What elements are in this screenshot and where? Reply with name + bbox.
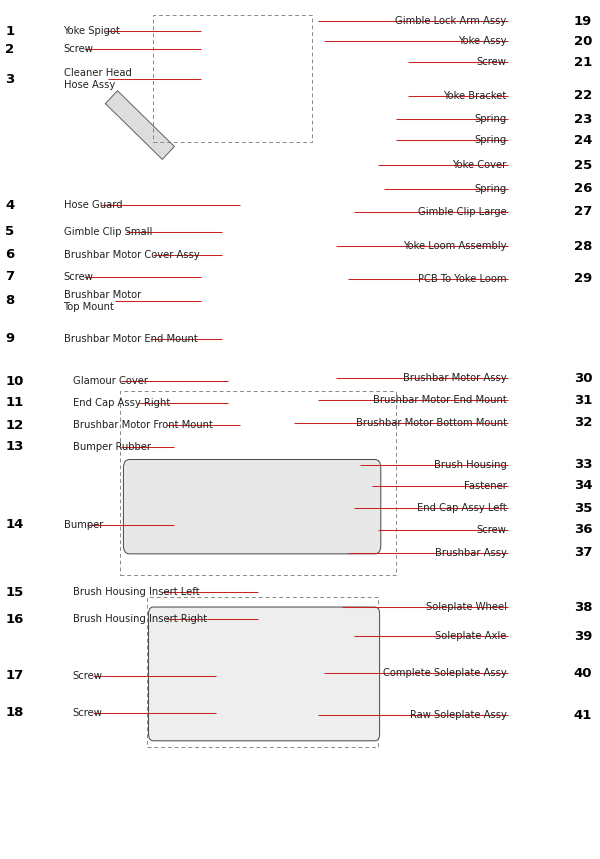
Text: 21: 21 xyxy=(574,56,592,69)
Text: 41: 41 xyxy=(574,709,592,722)
Text: 39: 39 xyxy=(574,630,592,643)
Text: 13: 13 xyxy=(5,440,24,454)
Text: Fastener: Fastener xyxy=(464,481,506,490)
Text: Bumper: Bumper xyxy=(64,520,103,530)
Text: 29: 29 xyxy=(574,272,592,285)
Text: 15: 15 xyxy=(5,586,24,599)
Text: Soleplate Axle: Soleplate Axle xyxy=(435,631,506,641)
Text: Screw: Screw xyxy=(73,671,103,680)
Text: 14: 14 xyxy=(5,518,24,531)
Text: 1: 1 xyxy=(5,25,14,38)
Text: Brush Housing: Brush Housing xyxy=(434,460,506,470)
Text: 20: 20 xyxy=(574,34,592,47)
Text: 34: 34 xyxy=(574,479,592,492)
Text: Screw: Screw xyxy=(476,58,506,68)
Text: Brushbar Motor Cover Assy: Brushbar Motor Cover Assy xyxy=(64,250,199,259)
Text: 24: 24 xyxy=(574,134,592,147)
Text: 37: 37 xyxy=(574,546,592,559)
Text: 17: 17 xyxy=(5,669,24,682)
Text: 16: 16 xyxy=(5,612,24,625)
Text: 35: 35 xyxy=(574,502,592,515)
Bar xyxy=(154,15,312,143)
Text: Gimble Lock Arm Assy: Gimble Lock Arm Assy xyxy=(395,16,506,27)
Text: End Cap Assy Left: End Cap Assy Left xyxy=(417,503,506,514)
Text: 10: 10 xyxy=(5,375,24,388)
Text: 4: 4 xyxy=(5,198,15,211)
Text: 36: 36 xyxy=(574,523,592,536)
Text: 28: 28 xyxy=(574,240,592,253)
Text: 38: 38 xyxy=(574,600,592,613)
Text: Brush Housing Insert Left: Brush Housing Insert Left xyxy=(73,588,199,598)
Text: Brushbar Motor End Mount: Brushbar Motor End Mount xyxy=(373,395,506,405)
Text: Screw: Screw xyxy=(476,525,506,535)
Text: Hose Guard: Hose Guard xyxy=(64,200,122,210)
Text: 11: 11 xyxy=(5,396,24,410)
Text: Brush Housing Insert Right: Brush Housing Insert Right xyxy=(73,614,206,624)
Text: 8: 8 xyxy=(5,295,15,308)
Text: 33: 33 xyxy=(574,458,592,472)
Text: Raw Soleplate Assy: Raw Soleplate Assy xyxy=(410,710,506,720)
Text: 12: 12 xyxy=(5,418,24,432)
Text: Glamour Cover: Glamour Cover xyxy=(73,376,148,387)
Text: 3: 3 xyxy=(5,73,15,86)
Text: Gimble Clip Small: Gimble Clip Small xyxy=(64,227,152,237)
Text: 40: 40 xyxy=(574,667,592,679)
Text: Yoke Cover: Yoke Cover xyxy=(452,161,506,170)
Text: Cleaner Head
Hose Assy: Cleaner Head Hose Assy xyxy=(64,69,131,90)
FancyBboxPatch shape xyxy=(149,607,380,740)
Text: Brushbar Motor Assy: Brushbar Motor Assy xyxy=(403,374,506,383)
Text: Soleplate Wheel: Soleplate Wheel xyxy=(425,602,506,612)
Text: 25: 25 xyxy=(574,159,592,172)
FancyBboxPatch shape xyxy=(124,460,381,554)
Text: Yoke Spigot: Yoke Spigot xyxy=(64,26,121,36)
Text: 27: 27 xyxy=(574,205,592,218)
Polygon shape xyxy=(106,91,174,160)
Text: 5: 5 xyxy=(5,225,14,238)
Text: Spring: Spring xyxy=(474,184,506,193)
Text: Brushbar Motor Bottom Mount: Brushbar Motor Bottom Mount xyxy=(356,417,506,428)
Text: Yoke Bracket: Yoke Bracket xyxy=(443,91,506,101)
Text: Yoke Loom Assembly: Yoke Loom Assembly xyxy=(403,241,506,252)
Bar xyxy=(148,597,378,746)
Text: 7: 7 xyxy=(5,271,14,283)
Text: 22: 22 xyxy=(574,89,592,102)
Text: 32: 32 xyxy=(574,416,592,430)
Bar xyxy=(121,391,396,576)
Text: Screw: Screw xyxy=(64,44,94,54)
Text: 18: 18 xyxy=(5,706,24,719)
Text: Gimble Clip Large: Gimble Clip Large xyxy=(418,207,506,216)
Text: Yoke Assy: Yoke Assy xyxy=(458,36,506,46)
Text: Brushbar Motor End Mount: Brushbar Motor End Mount xyxy=(64,333,197,344)
Text: PCB To Yoke Loom: PCB To Yoke Loom xyxy=(418,273,506,283)
Text: Screw: Screw xyxy=(64,271,94,282)
Text: 26: 26 xyxy=(574,182,592,195)
Text: Screw: Screw xyxy=(73,708,103,717)
Text: 9: 9 xyxy=(5,332,14,345)
Text: Bumper Rubber: Bumper Rubber xyxy=(73,442,151,452)
Text: 2: 2 xyxy=(5,43,14,56)
Text: 6: 6 xyxy=(5,248,15,261)
Text: Brushbar Assy: Brushbar Assy xyxy=(434,548,506,558)
Text: 19: 19 xyxy=(574,15,592,27)
Text: Brushbar Motor Front Mount: Brushbar Motor Front Mount xyxy=(73,420,212,430)
Text: Spring: Spring xyxy=(474,114,506,124)
Text: 31: 31 xyxy=(574,393,592,407)
Text: 23: 23 xyxy=(574,113,592,125)
Text: End Cap Assy Right: End Cap Assy Right xyxy=(73,398,170,408)
Text: Spring: Spring xyxy=(474,136,506,145)
Text: 30: 30 xyxy=(574,372,592,385)
Text: Brushbar Motor
Top Mount: Brushbar Motor Top Mount xyxy=(64,290,141,312)
Text: Complete Soleplate Assy: Complete Soleplate Assy xyxy=(383,668,506,678)
